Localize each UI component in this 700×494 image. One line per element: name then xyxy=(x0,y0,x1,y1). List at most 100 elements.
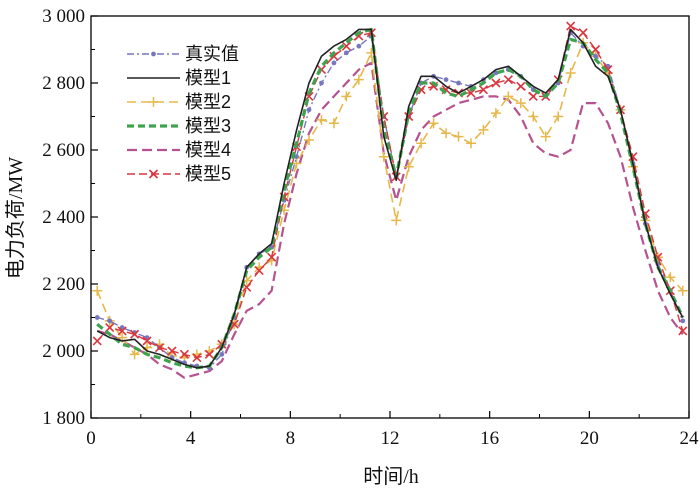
data-point xyxy=(167,346,177,356)
data-point xyxy=(680,318,686,324)
x-tick-label: 0 xyxy=(86,428,96,449)
data-point xyxy=(291,158,302,169)
data-point xyxy=(94,315,100,320)
y-tick-label: 2 400 xyxy=(42,207,85,228)
y-tick-label: 2 000 xyxy=(42,341,85,362)
data-point xyxy=(92,336,102,346)
data-point xyxy=(92,285,103,296)
data-point xyxy=(565,67,576,78)
series-line xyxy=(96,42,684,359)
legend-label: 模型5 xyxy=(185,164,231,184)
data-point xyxy=(267,252,277,262)
data-point xyxy=(516,81,526,91)
data-point xyxy=(593,53,598,59)
data-point xyxy=(443,77,449,83)
data-point xyxy=(343,50,349,56)
data-point xyxy=(478,124,489,135)
data-point xyxy=(204,349,214,359)
data-point xyxy=(192,353,202,363)
y-tick-label: 2 600 xyxy=(42,140,85,161)
series-2 xyxy=(96,28,684,369)
y-tick-label: 3 000 xyxy=(42,6,85,27)
legend-item-4: 模型3 xyxy=(127,116,231,136)
y-tick-label: 2 200 xyxy=(42,274,85,295)
data-point xyxy=(441,128,452,139)
y-axis-title: 电力负荷/MW xyxy=(4,157,27,279)
data-point xyxy=(540,131,551,142)
data-point xyxy=(130,329,140,339)
data-point xyxy=(553,111,564,122)
data-point xyxy=(528,91,538,101)
data-point xyxy=(142,336,152,346)
y-tick-label: 2 800 xyxy=(42,73,85,94)
data-point xyxy=(456,80,461,86)
x-tick-label: 4 xyxy=(186,428,196,449)
legend-item-6: 模型5 xyxy=(127,164,231,184)
data-point xyxy=(478,85,489,95)
data-point xyxy=(578,28,588,38)
series-1 xyxy=(94,30,686,371)
legend-label: 模型3 xyxy=(185,116,231,136)
x-tick-label: 12 xyxy=(381,428,400,449)
legend-label: 模型4 xyxy=(185,140,231,160)
data-point xyxy=(403,161,414,172)
data-point xyxy=(304,134,315,145)
data-point xyxy=(515,98,526,109)
data-point xyxy=(453,131,464,142)
legend-item-1: 真实值 xyxy=(127,44,239,64)
data-point xyxy=(107,318,113,324)
series-line xyxy=(96,61,684,379)
data-point xyxy=(254,266,264,276)
series-3 xyxy=(92,37,688,363)
series-line xyxy=(96,28,684,369)
data-point xyxy=(353,74,364,85)
data-point xyxy=(528,111,539,122)
x-tick-label: 8 xyxy=(286,428,296,449)
data-point xyxy=(219,351,225,357)
data-point xyxy=(466,88,476,98)
data-point xyxy=(331,60,337,66)
data-point xyxy=(503,91,514,102)
legend-label: 模型2 xyxy=(185,92,231,112)
data-point xyxy=(590,44,601,55)
series-5 xyxy=(96,61,684,379)
data-point xyxy=(677,285,688,296)
data-point xyxy=(490,108,501,119)
data-point xyxy=(356,43,362,49)
data-point xyxy=(154,343,165,353)
x-tick-label: 16 xyxy=(480,428,499,449)
data-point xyxy=(341,41,351,51)
data-point xyxy=(117,326,127,336)
data-point xyxy=(465,138,476,149)
legend-label: 真实值 xyxy=(185,44,239,64)
y-tick-label: 1 800 xyxy=(42,408,85,429)
x-axis-title: 时间/h xyxy=(363,465,419,488)
data-point xyxy=(665,272,676,283)
data-point xyxy=(566,21,576,31)
data-point xyxy=(391,215,402,226)
data-point xyxy=(306,107,312,113)
data-point xyxy=(493,70,499,76)
data-point xyxy=(179,349,190,359)
data-point xyxy=(678,326,688,336)
data-point xyxy=(503,75,513,85)
x-tick-label: 24 xyxy=(680,428,700,449)
data-point xyxy=(316,114,327,125)
legend-label: 模型1 xyxy=(185,68,231,88)
legend-marker xyxy=(148,169,159,179)
data-point xyxy=(328,118,339,129)
legend-marker xyxy=(148,97,159,107)
data-point xyxy=(294,154,299,160)
data-point xyxy=(319,80,324,86)
data-point xyxy=(491,78,501,88)
legend-marker xyxy=(151,51,156,57)
data-point xyxy=(129,349,140,360)
x-tick-label: 20 xyxy=(580,428,599,449)
series-layer xyxy=(92,21,688,379)
data-point xyxy=(378,151,389,162)
data-point xyxy=(341,91,352,102)
legend-item-5: 模型4 xyxy=(127,140,231,160)
legend-item-3: 模型2 xyxy=(127,92,231,112)
